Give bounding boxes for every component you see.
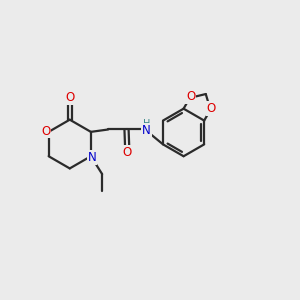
Text: O: O xyxy=(206,102,216,115)
Text: H: H xyxy=(143,118,150,128)
Text: O: O xyxy=(41,125,50,138)
Text: O: O xyxy=(122,146,132,159)
Text: N: N xyxy=(142,124,151,137)
Text: O: O xyxy=(186,90,195,103)
Text: N: N xyxy=(88,151,97,164)
Text: O: O xyxy=(65,91,74,104)
